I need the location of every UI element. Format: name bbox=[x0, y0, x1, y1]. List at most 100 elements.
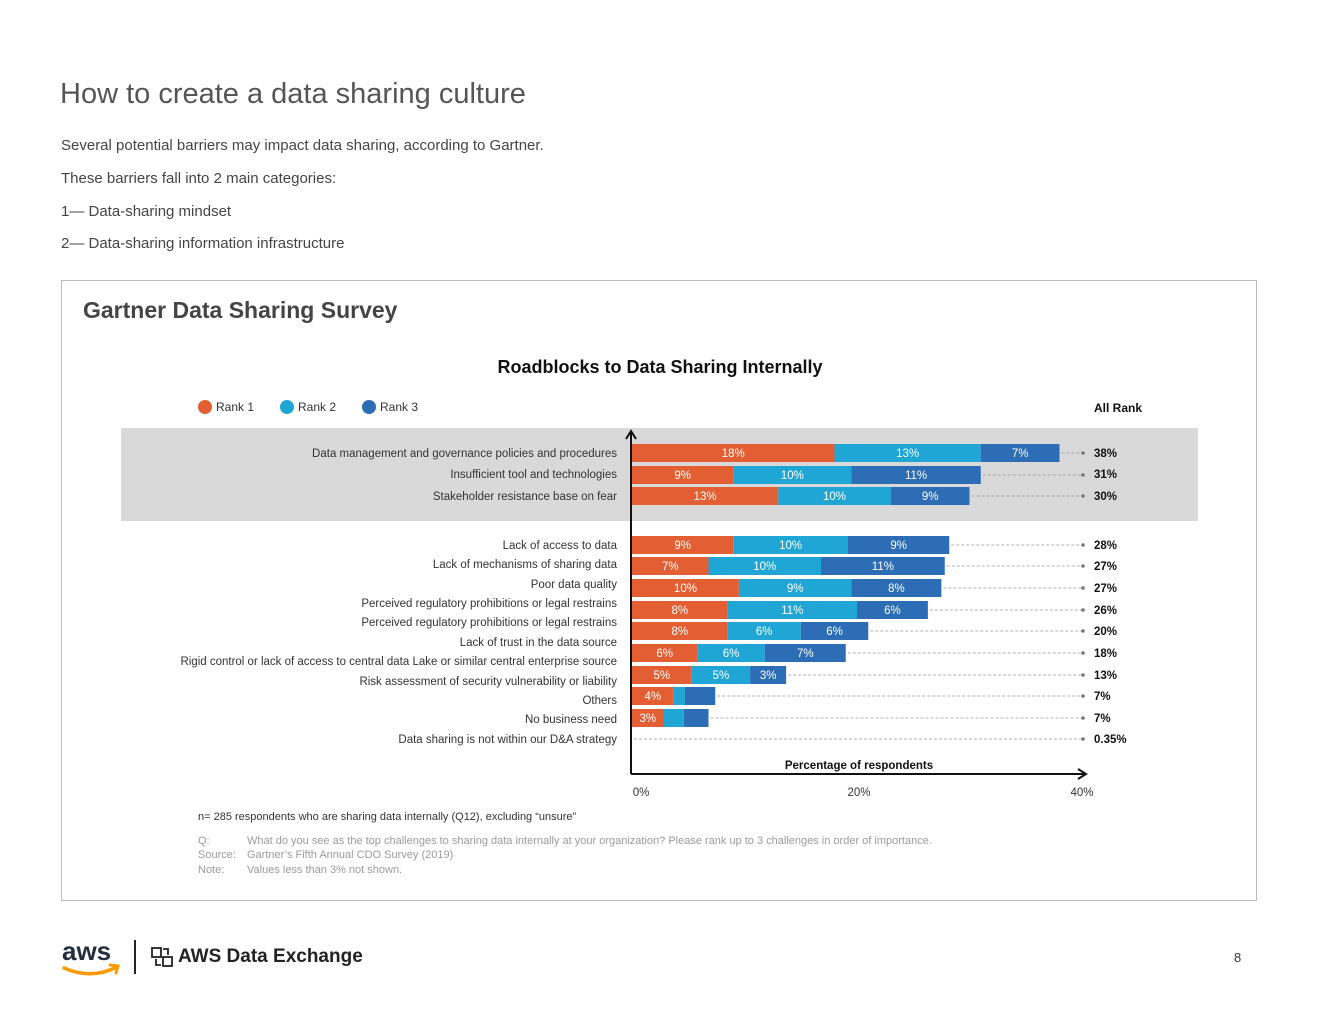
all-rank-total: 30% bbox=[1094, 491, 1117, 503]
bar-segment bbox=[632, 709, 664, 727]
legend-label: Rank 2 bbox=[298, 400, 337, 414]
all-rank-total: 20% bbox=[1094, 626, 1117, 638]
legend-label: Rank 1 bbox=[216, 400, 255, 414]
bar-segment bbox=[733, 466, 852, 484]
bar-value-label: 7% bbox=[662, 561, 679, 573]
bar-value-label: 13% bbox=[694, 491, 717, 503]
all-rank-total: 28% bbox=[1094, 540, 1117, 552]
all-rank-total: 27% bbox=[1094, 561, 1117, 573]
intro-paragraph: Several potential barriers may impact da… bbox=[61, 137, 544, 154]
bar-value-label: 10% bbox=[781, 470, 804, 482]
bar-value-label: 10% bbox=[753, 561, 776, 573]
category-label: Others bbox=[582, 695, 617, 707]
bar-value-label: 9% bbox=[674, 470, 691, 482]
bar-value-label: 8% bbox=[888, 583, 905, 595]
all-rank-total: 38% bbox=[1094, 448, 1117, 460]
connector-dot bbox=[1081, 694, 1085, 698]
bar-value-label: 11% bbox=[872, 561, 894, 573]
rank-1-swatch bbox=[198, 400, 212, 414]
bar-value-label: 10% bbox=[823, 491, 846, 503]
bar-value-label: 7% bbox=[797, 648, 814, 660]
bar-segment bbox=[733, 536, 848, 554]
bar-value-label: 9% bbox=[922, 491, 939, 503]
source-text: What do you see as the top challenges to… bbox=[247, 835, 932, 847]
category-label: Data management and governance policies … bbox=[312, 448, 617, 460]
category-label: Rigid control or lack of access to centr… bbox=[180, 656, 617, 668]
bar-segment bbox=[778, 487, 891, 505]
source-key: Q: bbox=[198, 835, 210, 847]
bar-segment bbox=[632, 536, 734, 554]
bar-segment bbox=[764, 644, 846, 662]
rank-3-swatch bbox=[362, 400, 376, 414]
bar-segment bbox=[673, 687, 685, 705]
bar-value-label: 18% bbox=[722, 448, 745, 460]
data-exchange-icon bbox=[151, 947, 173, 967]
bar-segment bbox=[683, 709, 709, 727]
category-label: Lack of mechanisms of sharing data bbox=[433, 559, 618, 571]
bar-segment bbox=[800, 622, 869, 640]
connector-dot bbox=[1081, 651, 1085, 655]
x-axis-title: Percentage of respondents bbox=[785, 760, 933, 772]
all-rank-total: 31% bbox=[1094, 469, 1117, 481]
source-key: Source: bbox=[198, 849, 236, 861]
bar-value-label: 6% bbox=[884, 605, 901, 617]
bar-value-label: 10% bbox=[779, 540, 802, 552]
bar-value-label: 9% bbox=[674, 540, 691, 552]
bar-value-label: 5% bbox=[713, 670, 730, 682]
x-tick-label: 0% bbox=[633, 787, 650, 799]
category-1: 1— Data-sharing mindset bbox=[61, 203, 232, 220]
bar-value-label: 11% bbox=[781, 605, 803, 617]
category-label: Perceived regulatory prohibitions or leg… bbox=[361, 617, 617, 629]
category-label: Perceived regulatory prohibitions or leg… bbox=[361, 598, 617, 610]
category-label: Stakeholder resistance base on fear bbox=[433, 491, 617, 503]
bar-segment bbox=[727, 622, 801, 640]
source-note: Note: Values less than 3% not shown. bbox=[198, 864, 402, 876]
bar-segment bbox=[691, 666, 751, 684]
all-rank-total: 27% bbox=[1094, 583, 1117, 595]
page-number: 8 bbox=[1234, 950, 1242, 965]
panel-title: Gartner Data Sharing Survey bbox=[83, 297, 398, 323]
bar-segment bbox=[890, 487, 970, 505]
legend-label: Rank 3 bbox=[380, 400, 419, 414]
all-rank-total: 13% bbox=[1094, 670, 1117, 682]
bar-value-label: 9% bbox=[890, 540, 907, 552]
category-label: No business need bbox=[525, 714, 617, 726]
bar-value-label: 9% bbox=[787, 583, 804, 595]
all-rank-total: 18% bbox=[1094, 648, 1117, 660]
connector-dot bbox=[1081, 494, 1085, 498]
x-axis-arrow bbox=[1077, 768, 1088, 780]
bar-value-label: 8% bbox=[672, 626, 689, 638]
bar-value-label: 6% bbox=[826, 626, 843, 638]
footer-divider bbox=[134, 940, 136, 974]
source-key: Note: bbox=[198, 864, 225, 876]
bar-value-label: 8% bbox=[672, 605, 689, 617]
connector-dot bbox=[1081, 716, 1085, 720]
bar-segment bbox=[727, 601, 857, 619]
bar-segment bbox=[750, 666, 787, 684]
sample-footnote: n= 285 respondents who are sharing data … bbox=[198, 811, 577, 823]
connector-dot bbox=[1081, 629, 1085, 633]
source-text: Values less than 3% not shown. bbox=[247, 864, 403, 876]
bar-segment bbox=[708, 557, 821, 575]
bar-segment bbox=[663, 709, 684, 727]
source-survey: Source: Gartner’s Fifth Annual CDO Survey… bbox=[198, 849, 453, 861]
all-rank-total: 7% bbox=[1094, 691, 1111, 703]
x-tick-label: 20% bbox=[847, 787, 870, 799]
bar-segment bbox=[632, 466, 734, 484]
bar-segment bbox=[821, 557, 945, 575]
bar-segment bbox=[632, 644, 698, 662]
category-label: Poor data quality bbox=[531, 579, 618, 591]
bar-segment bbox=[632, 601, 728, 619]
connector-dot bbox=[1081, 586, 1085, 590]
bar-segment bbox=[851, 579, 942, 597]
bar-value-label: 13% bbox=[896, 448, 919, 460]
page-title: How to create a data sharing culture bbox=[60, 78, 526, 110]
bar-value-label: 3% bbox=[760, 670, 777, 682]
category-label: Lack of trust in the data source bbox=[460, 637, 617, 649]
categories-intro: These barriers fall into 2 main categori… bbox=[61, 170, 337, 187]
rank-2-swatch bbox=[280, 400, 294, 414]
bar-segment bbox=[632, 687, 674, 705]
x-tick-label: 40% bbox=[1070, 787, 1093, 799]
category-2: 2— Data-sharing information infrastructu… bbox=[61, 235, 345, 252]
y-axis-arrow bbox=[625, 429, 637, 440]
